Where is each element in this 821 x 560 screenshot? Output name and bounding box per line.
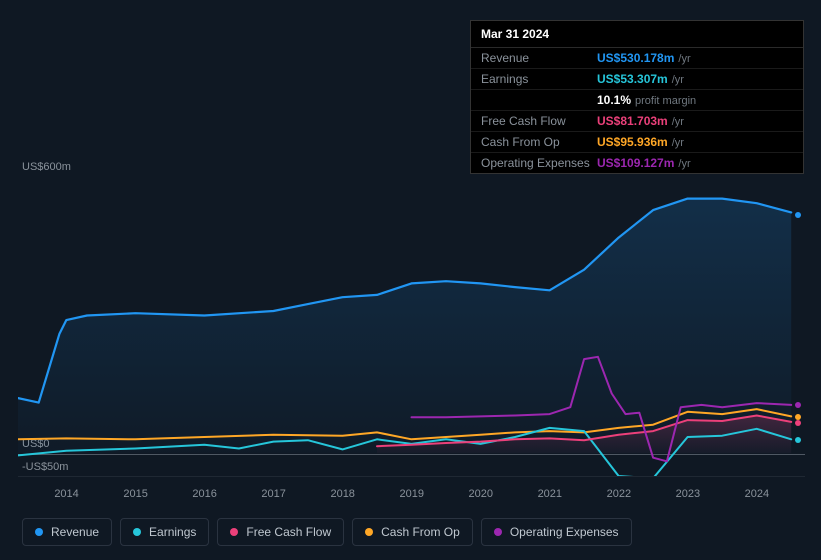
- tooltip-row: Cash From OpUS$95.936m/yr: [471, 132, 803, 153]
- legend-item-operating-expenses[interactable]: Operating Expenses: [481, 518, 632, 546]
- legend-label: Cash From Op: [381, 525, 460, 539]
- legend-label: Revenue: [51, 525, 99, 539]
- revenue-area: [18, 199, 791, 454]
- tooltip-row-label: Cash From Op: [481, 135, 597, 149]
- tooltip-row-value: US$530.178m: [597, 51, 674, 65]
- legend-label: Earnings: [149, 525, 196, 539]
- chart-plot[interactable]: [18, 178, 805, 476]
- legend-label: Free Cash Flow: [246, 525, 331, 539]
- tooltip-row-suffix: profit margin: [635, 95, 696, 107]
- legend-label: Operating Expenses: [510, 525, 619, 539]
- legend-item-earnings[interactable]: Earnings: [120, 518, 209, 546]
- series-end-marker: [795, 212, 801, 218]
- neg50-line: [18, 476, 805, 477]
- x-axis-year-label: 2015: [123, 488, 147, 500]
- tooltip-row-value: US$95.936m: [597, 135, 668, 149]
- series-end-marker: [795, 437, 801, 443]
- tooltip-row: EarningsUS$53.307m/yr: [471, 69, 803, 90]
- x-axis-year-label: 2020: [469, 488, 493, 500]
- tooltip-row: 10.1% profit margin: [471, 90, 803, 111]
- series-end-marker: [795, 420, 801, 426]
- tooltip-row-value: US$81.703m: [597, 114, 668, 128]
- tooltip-row-value: 10.1%: [597, 93, 631, 107]
- legend-dot-fcf: [230, 528, 238, 536]
- legend-dot-opex: [494, 528, 502, 536]
- x-axis-year-label: 2024: [745, 488, 769, 500]
- tooltip-row-suffix: /yr: [678, 158, 690, 170]
- x-axis-year-label: 2023: [676, 488, 700, 500]
- tooltip-row: Free Cash FlowUS$81.703m/yr: [471, 111, 803, 132]
- x-axis-year-label: 2016: [192, 488, 216, 500]
- tooltip-row-label: Free Cash Flow: [481, 114, 597, 128]
- legend-item-revenue[interactable]: Revenue: [22, 518, 112, 546]
- x-axis-year-label: 2022: [607, 488, 631, 500]
- x-axis-year-label: 2018: [330, 488, 354, 500]
- legend-item-free-cash-flow[interactable]: Free Cash Flow: [217, 518, 344, 546]
- tooltip-row-label: Revenue: [481, 51, 597, 65]
- tooltip-row: RevenueUS$530.178m/yr: [471, 48, 803, 69]
- tooltip-row: Operating ExpensesUS$109.127m/yr: [471, 153, 803, 173]
- tooltip-row-label: Operating Expenses: [481, 156, 597, 170]
- legend: Revenue Earnings Free Cash Flow Cash Fro…: [22, 518, 632, 546]
- tooltip-row-label: Earnings: [481, 72, 597, 86]
- chart-tooltip: Mar 31 2024 RevenueUS$530.178m/yrEarning…: [470, 20, 804, 174]
- legend-dot-revenue: [35, 528, 43, 536]
- tooltip-row-value: US$53.307m: [597, 72, 668, 86]
- legend-dot-cfo: [365, 528, 373, 536]
- legend-dot-earnings: [133, 528, 141, 536]
- x-axis-year-label: 2017: [261, 488, 285, 500]
- tooltip-row-suffix: /yr: [672, 74, 684, 86]
- legend-item-cash-from-op[interactable]: Cash From Op: [352, 518, 473, 546]
- y-axis-label-600: US$600m: [22, 161, 71, 173]
- tooltip-row-suffix: /yr: [678, 53, 690, 65]
- tooltip-row-suffix: /yr: [672, 116, 684, 128]
- tooltip-row-suffix: /yr: [672, 137, 684, 149]
- series-end-marker: [795, 414, 801, 420]
- x-axis-year-label: 2019: [400, 488, 424, 500]
- tooltip-row-value: US$109.127m: [597, 156, 674, 170]
- series-end-marker: [795, 402, 801, 408]
- tooltip-date: Mar 31 2024: [471, 21, 803, 48]
- x-axis-year-label: 2014: [54, 488, 78, 500]
- x-axis-year-label: 2021: [538, 488, 562, 500]
